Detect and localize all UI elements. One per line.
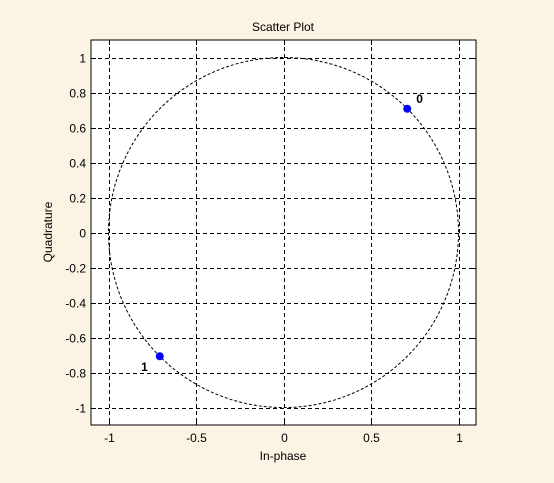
- y-axis-label: Quadrature: [41, 201, 55, 262]
- ticks: [91, 40, 476, 425]
- x-tick-label: 0: [281, 431, 288, 445]
- x-tick-label: 0.5: [363, 431, 380, 445]
- scatter-point: [155, 352, 164, 361]
- y-tick-label: 0.6: [69, 122, 86, 136]
- y-tick-label: -0.8: [65, 367, 86, 381]
- point-label: 0: [416, 92, 423, 106]
- x-tick-label: 1: [456, 431, 463, 445]
- y-tick-label: 0.4: [69, 157, 86, 171]
- x-tick-label: -0.5: [186, 431, 207, 445]
- axes-background: [91, 40, 476, 425]
- chart-title: Scatter Plot: [252, 20, 315, 34]
- y-tick-label: 0: [79, 227, 86, 241]
- scatter-point: [403, 104, 412, 113]
- grid: [91, 40, 476, 425]
- x-axis-label: In-phase: [260, 449, 307, 463]
- y-tick-label: 0.2: [69, 192, 86, 206]
- y-tick-labels: 1 0.8 0.6 0.4 0.2 0 -0.2 -0.4 -0.6 -0.8 -1: [65, 52, 86, 416]
- x-tick-label: -1: [104, 431, 115, 445]
- y-tick-label: 0.8: [69, 87, 86, 101]
- y-tick-label: -0.6: [65, 332, 86, 346]
- y-tick-label: -0.2: [65, 262, 86, 276]
- y-tick-label: -1: [75, 402, 86, 416]
- point-label: 1: [141, 360, 148, 374]
- y-tick-label: -0.4: [65, 297, 86, 311]
- x-tick-labels: -1 -0.5 0 0.5 1: [104, 431, 463, 445]
- points: 01: [141, 92, 423, 374]
- axes-frame: [90, 39, 477, 426]
- y-tick-label: 1: [79, 52, 86, 66]
